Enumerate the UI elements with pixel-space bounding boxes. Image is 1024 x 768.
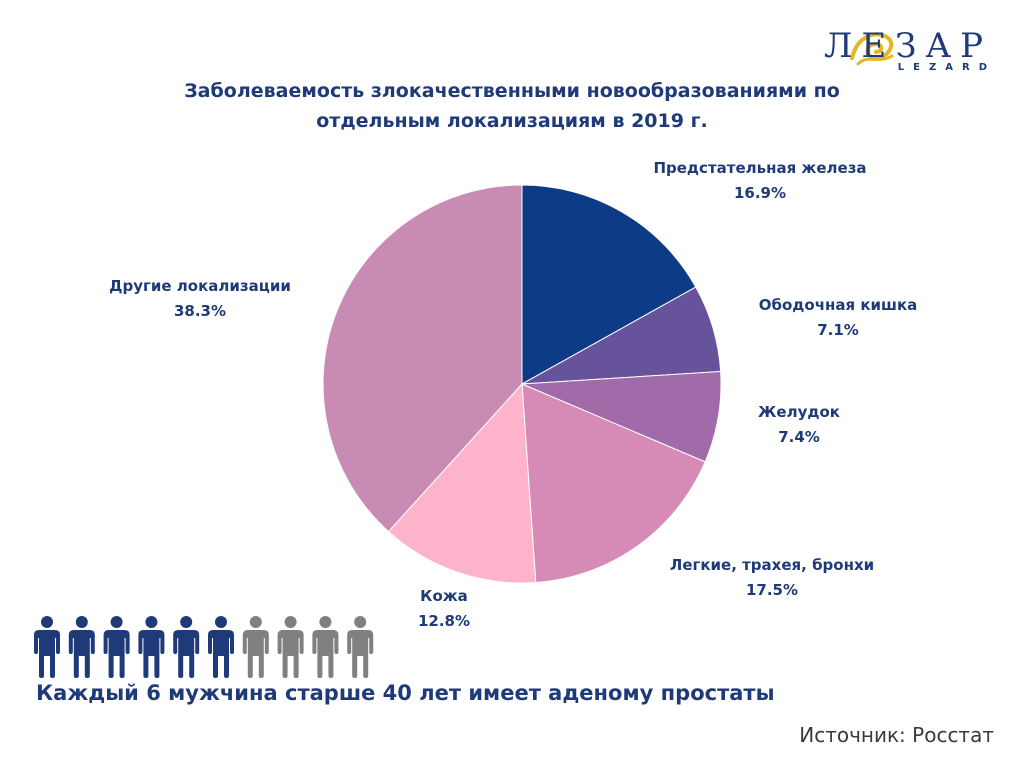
slice-value: 38.3% [173,302,227,320]
slice-label-skin: Кожа 12.8% [418,584,470,634]
slice-value: 12.8% [417,612,471,630]
logo-subtext: LEZARD [897,62,996,73]
slice-label-colon: Ободочная кишка 7.1% [759,293,918,343]
slice-value: 17.5% [745,581,799,599]
person-icon [68,616,95,678]
slice-value: 16.9% [733,184,787,202]
slice-value: 7.4% [778,428,820,446]
person-icon [347,616,374,678]
person-icon [34,616,60,678]
slice-label-stomach: Желудок 7.4% [758,400,840,450]
chart-title-line-1: Заболеваемость злокачественными новообра… [184,80,840,102]
slice-name: Желудок [758,403,840,421]
people-infographic [34,616,374,678]
chart-title: Заболеваемость злокачественными новообра… [100,76,924,136]
slice-name: Кожа [420,587,468,605]
slice-label-lungs: Легкие, трахея, бронхи 17.5% [670,553,874,603]
logo-swirl-icon [850,32,894,66]
pie-slice-lungs [521,383,706,584]
logo-text: ЛЕЗАР [824,26,993,66]
person-icon [208,616,234,678]
source-note: Источник: Росстат [799,723,994,747]
slice-name: Легкие, трахея, бронхи [669,556,875,574]
statistic-caption: Каждый 6 мужчина старше 40 лет имеет аде… [36,681,775,705]
person-icon [103,616,130,678]
pie-slice-other [322,184,523,533]
slice-name: Ободочная кишка [758,296,918,314]
person-icon [173,616,200,678]
slice-name: Предстательная железа [653,159,867,177]
pie-slice-prostate [521,184,697,385]
person-icon [312,616,339,678]
lezard-logo: ЛЕЗАР LEZARD [818,26,1000,78]
pie-slice-skin [387,382,537,584]
slice-name: Другие локализации [109,277,291,295]
slice-label-other: Другие локализации 38.3% [109,274,291,324]
person-icon [138,616,165,678]
slice-label-prostate: Предстательная железа 16.9% [653,156,866,206]
person-icon [242,616,269,678]
person-icon [277,616,304,678]
slice-value: 7.1% [817,321,859,339]
chart-title-line-2: отдельным локализациям в 2019 г. [316,110,708,132]
